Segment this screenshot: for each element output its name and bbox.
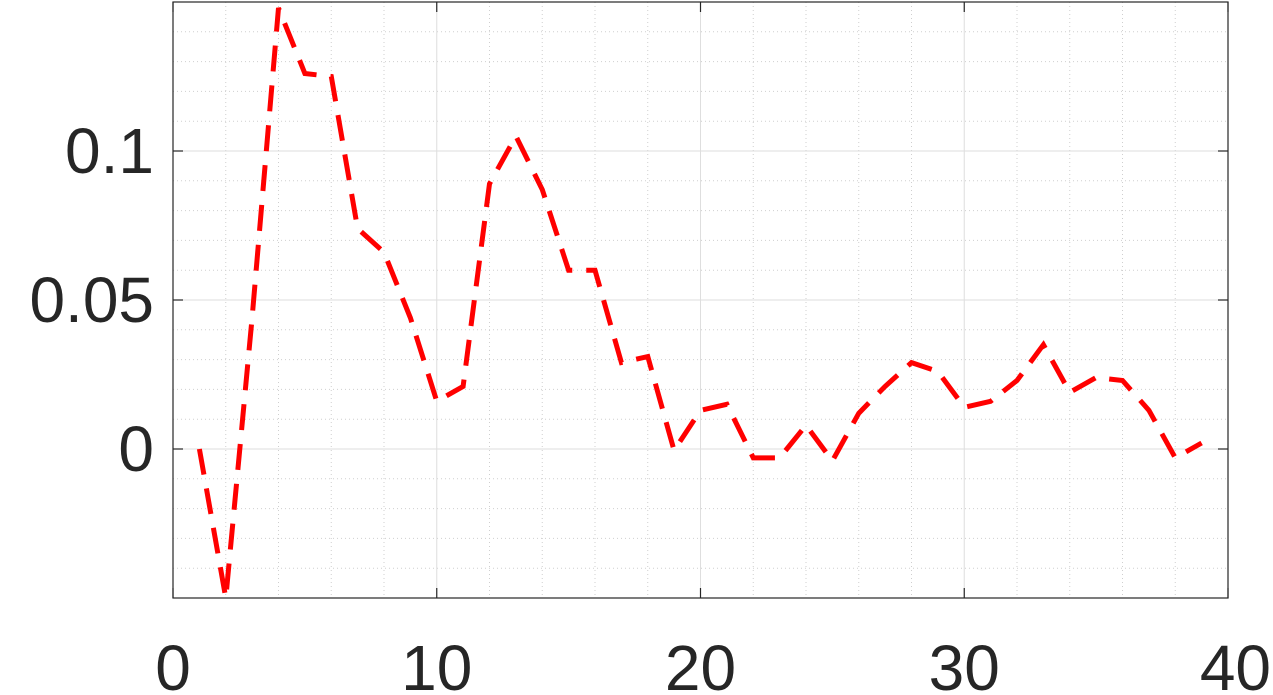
y-tick-label: 0 [118,413,154,485]
x-tick-labels: 0 10 20 30 40 [155,632,1271,695]
series-layer [196,7,1203,599]
major-grid [173,2,1228,598]
series-line [196,7,1203,599]
x-tick-label: 10 [401,632,472,695]
x-tick-label: 40 [1200,632,1271,695]
minor-grid [173,2,1228,598]
x-tick-label: 20 [665,632,736,695]
x-tick-label: 0 [155,632,191,695]
y-tick-label: 0.1 [65,115,154,187]
y-tick-labels: 0 0.05 0.1 [29,115,154,485]
x-tick-label: 30 [929,632,1000,695]
y-tick-label: 0.05 [29,264,154,336]
axis-ticks [172,2,1229,598]
